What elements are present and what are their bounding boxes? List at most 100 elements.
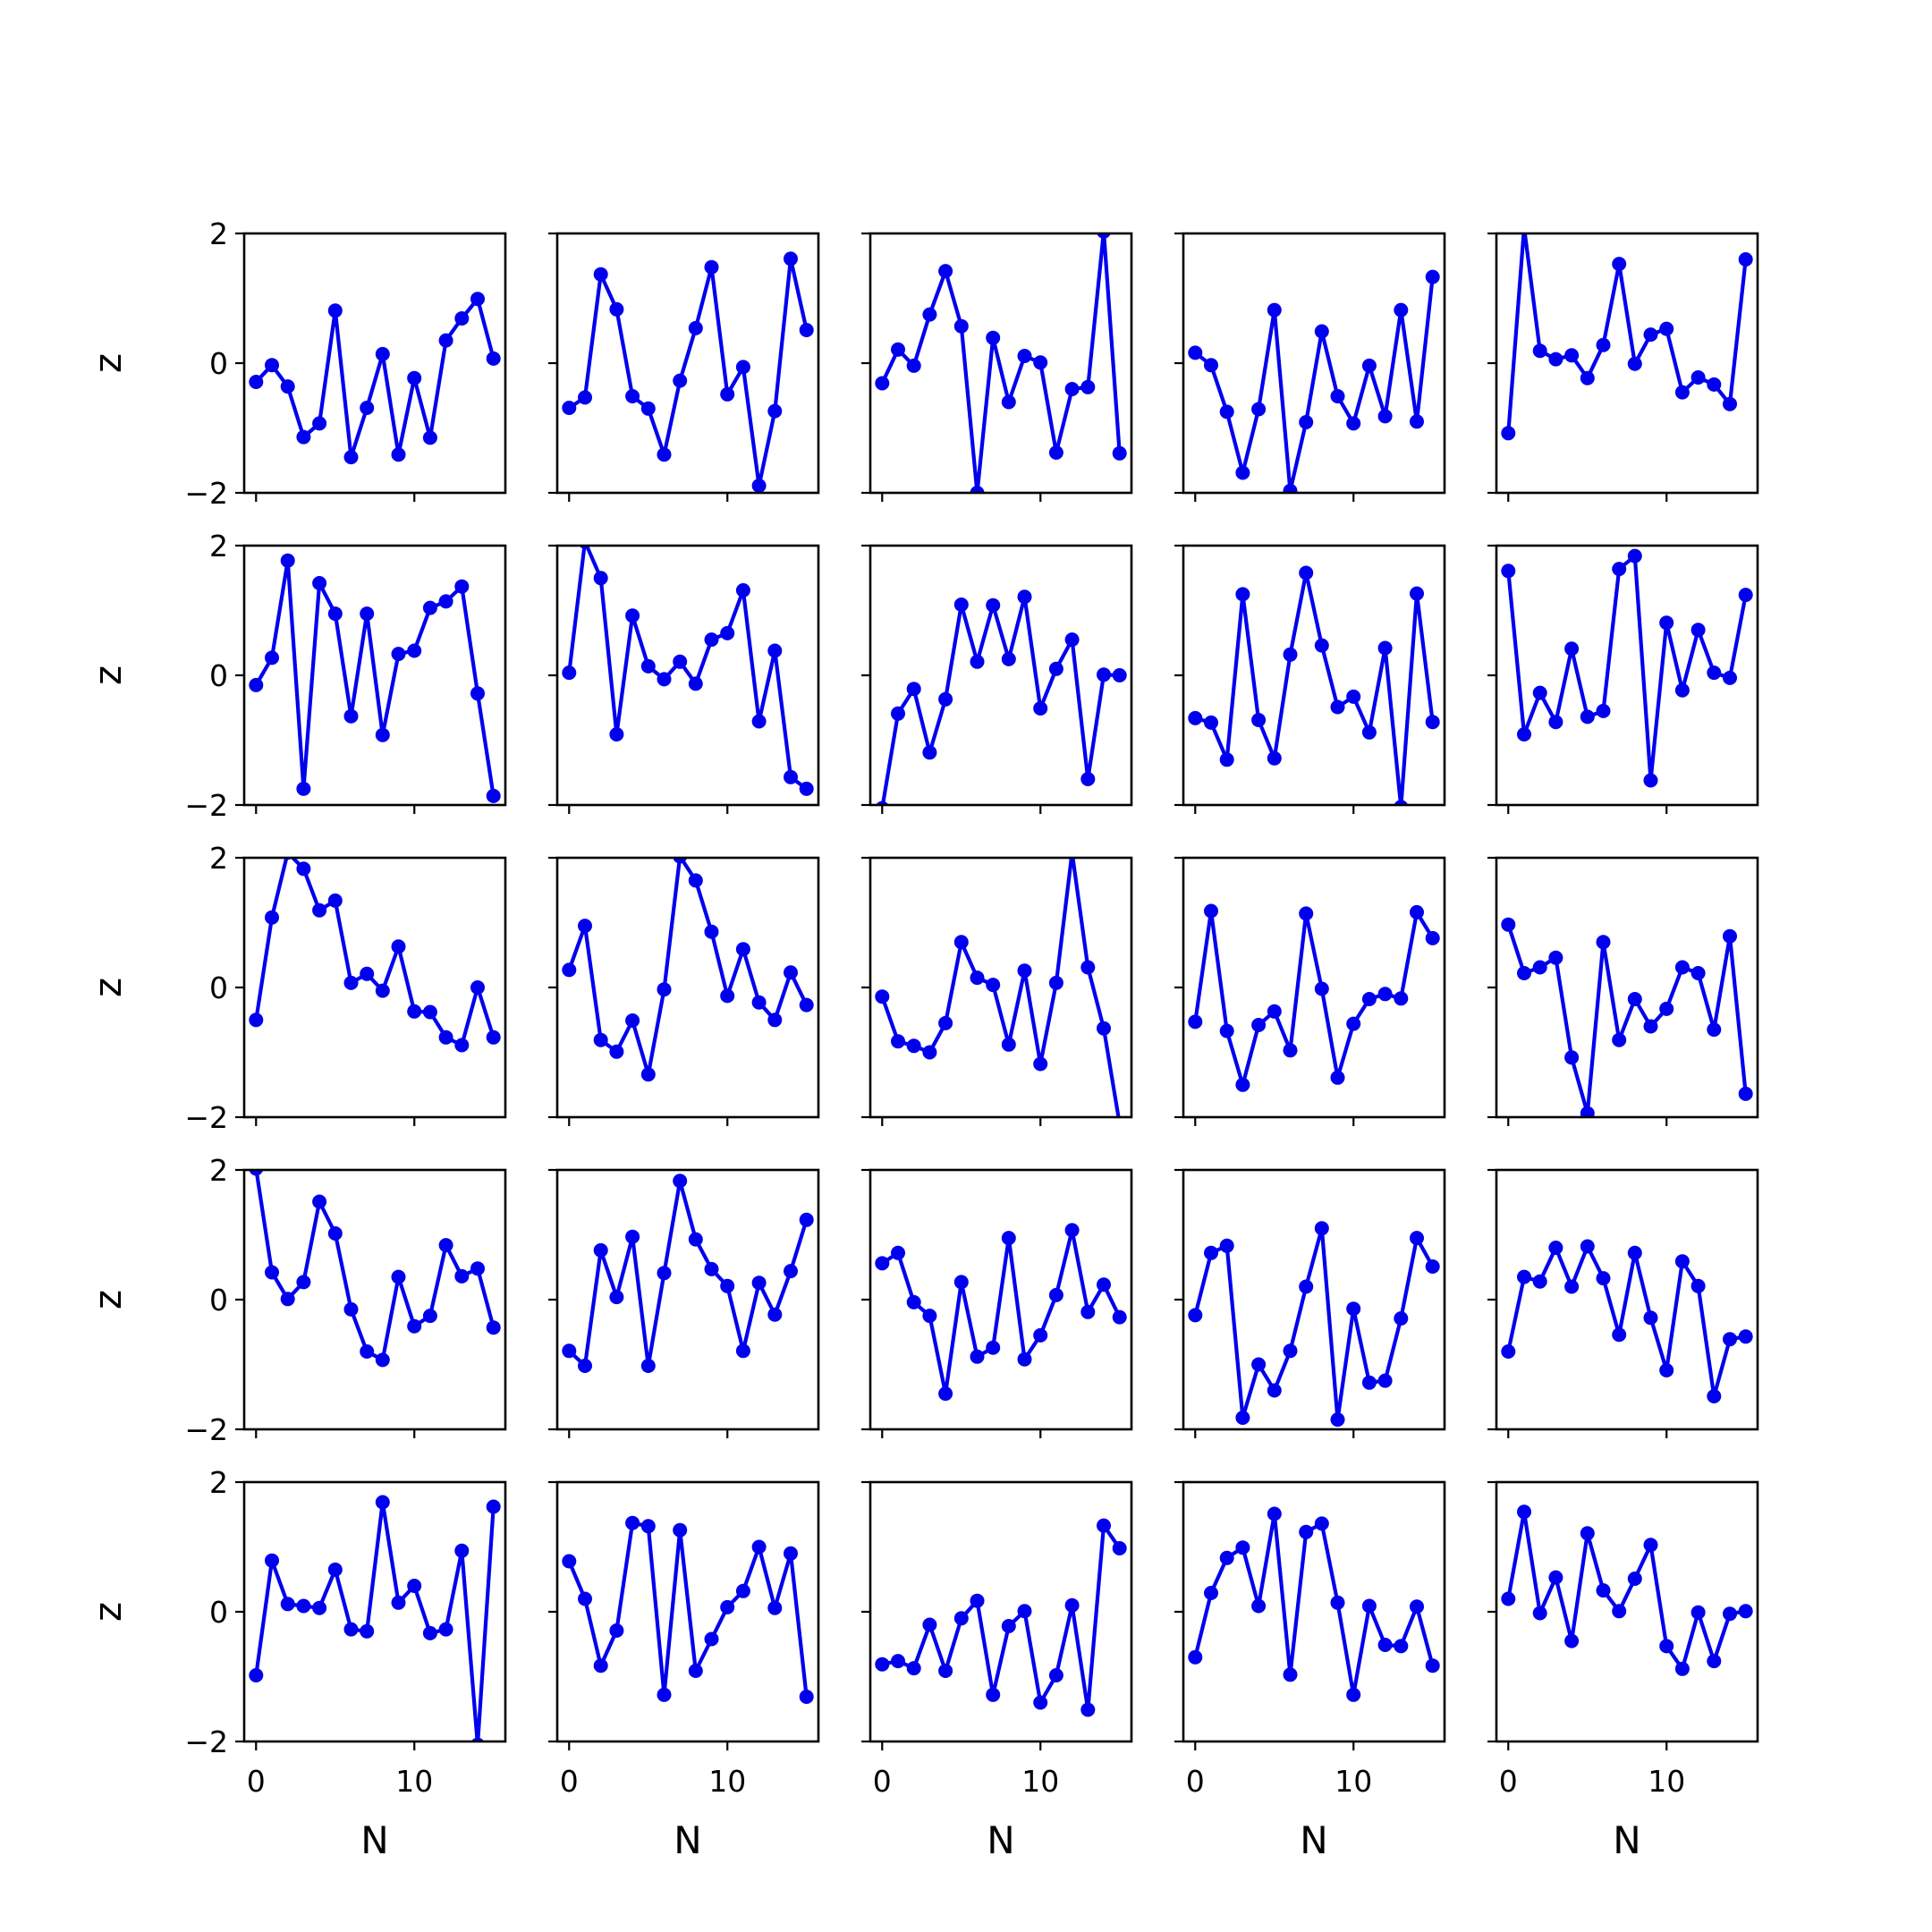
data-point (1219, 404, 1234, 419)
data-point (688, 1232, 703, 1247)
data-point (875, 376, 890, 391)
data-point (640, 1519, 656, 1534)
series-line (1506, 1244, 1747, 1399)
data-point (704, 632, 719, 648)
data-point (486, 1030, 501, 1045)
data-point (1738, 252, 1753, 267)
data-point (970, 486, 985, 493)
data-point (938, 1015, 953, 1030)
data-point (438, 333, 453, 348)
series-line (567, 1179, 809, 1368)
data-point (784, 1264, 798, 1279)
data-point (1251, 402, 1267, 417)
data-point (1235, 1411, 1250, 1425)
data-point (343, 975, 359, 990)
data-point (1643, 327, 1658, 343)
data-point (1707, 377, 1722, 392)
data-point (312, 1194, 327, 1209)
data-point (312, 416, 327, 431)
data-point (953, 597, 969, 612)
data-point (1690, 623, 1706, 638)
data-point (1612, 1604, 1627, 1619)
axes-frame (242, 856, 507, 1119)
series-group (875, 1223, 1127, 1402)
data-point (1267, 1506, 1282, 1521)
series-group (562, 1515, 814, 1704)
data-point (1188, 1308, 1203, 1323)
data-point (1548, 950, 1563, 965)
data-point (640, 1067, 656, 1082)
data-point (704, 1631, 719, 1647)
data-point (1377, 409, 1393, 424)
data-point (1299, 906, 1314, 921)
data-point (751, 995, 767, 1010)
data-point (265, 1553, 279, 1568)
y-tick-label: −2 (184, 1100, 228, 1135)
data-point (1501, 1344, 1516, 1359)
data-point (986, 597, 1001, 613)
data-point (343, 1622, 359, 1637)
data-point (1501, 917, 1516, 932)
panel-r2-c1: −2 0 2 z (86, 529, 507, 823)
data-point (1033, 355, 1048, 370)
data-point (391, 447, 406, 462)
data-point (312, 576, 327, 590)
data-point (391, 647, 406, 662)
data-point (1394, 800, 1408, 805)
series-line (254, 1170, 496, 1362)
data-point (1707, 1389, 1722, 1403)
data-point (657, 1266, 672, 1281)
data-point (1204, 358, 1218, 373)
panel-r3-c4 (1174, 856, 1446, 1126)
data-point (704, 1261, 719, 1276)
data-point (1564, 641, 1580, 657)
series-group (876, 589, 1127, 805)
data-point (1707, 1022, 1722, 1038)
data-point (1283, 647, 1298, 662)
data-point (609, 301, 624, 317)
data-point (1532, 960, 1547, 975)
data-point (720, 1599, 735, 1614)
data-point (673, 858, 688, 864)
x-axis-label: N (1613, 1818, 1640, 1862)
series-line (1194, 571, 1435, 805)
data-point (360, 1344, 375, 1359)
x-tick-label: 10 (1648, 1764, 1685, 1799)
data-point (578, 1591, 592, 1606)
series-group (1188, 269, 1440, 493)
data-point (1048, 445, 1063, 460)
data-point (906, 1038, 921, 1054)
data-point (1394, 302, 1409, 318)
data-point (1314, 1221, 1329, 1236)
data-point (784, 251, 798, 267)
data-point (1532, 1606, 1547, 1621)
panel-r3-c3 (861, 856, 1133, 1126)
data-point (735, 360, 750, 375)
series-line (567, 1521, 809, 1698)
data-point (875, 1256, 890, 1271)
data-point (1596, 337, 1611, 352)
data-point (1738, 1604, 1753, 1619)
y-tick-label: 0 (209, 1595, 228, 1630)
data-point (1017, 1604, 1032, 1619)
data-point (1580, 1106, 1595, 1117)
series-group (249, 553, 501, 803)
data-point (1330, 1412, 1345, 1428)
data-point (1188, 1649, 1203, 1665)
series-group (1188, 565, 1440, 805)
data-point (1346, 1016, 1361, 1031)
data-point (1377, 1373, 1393, 1388)
data-point (1564, 1279, 1580, 1294)
data-point (688, 873, 703, 888)
data-point (1425, 1658, 1440, 1674)
panel-r4-c3 (861, 1168, 1133, 1438)
data-point (1017, 349, 1032, 363)
data-point (391, 1595, 406, 1610)
data-point (327, 1226, 343, 1241)
data-point (1548, 352, 1563, 367)
data-point (470, 292, 485, 307)
series-line (880, 858, 1121, 1117)
data-point (1097, 1518, 1111, 1533)
data-point (1425, 1259, 1440, 1274)
data-point (1361, 724, 1377, 740)
